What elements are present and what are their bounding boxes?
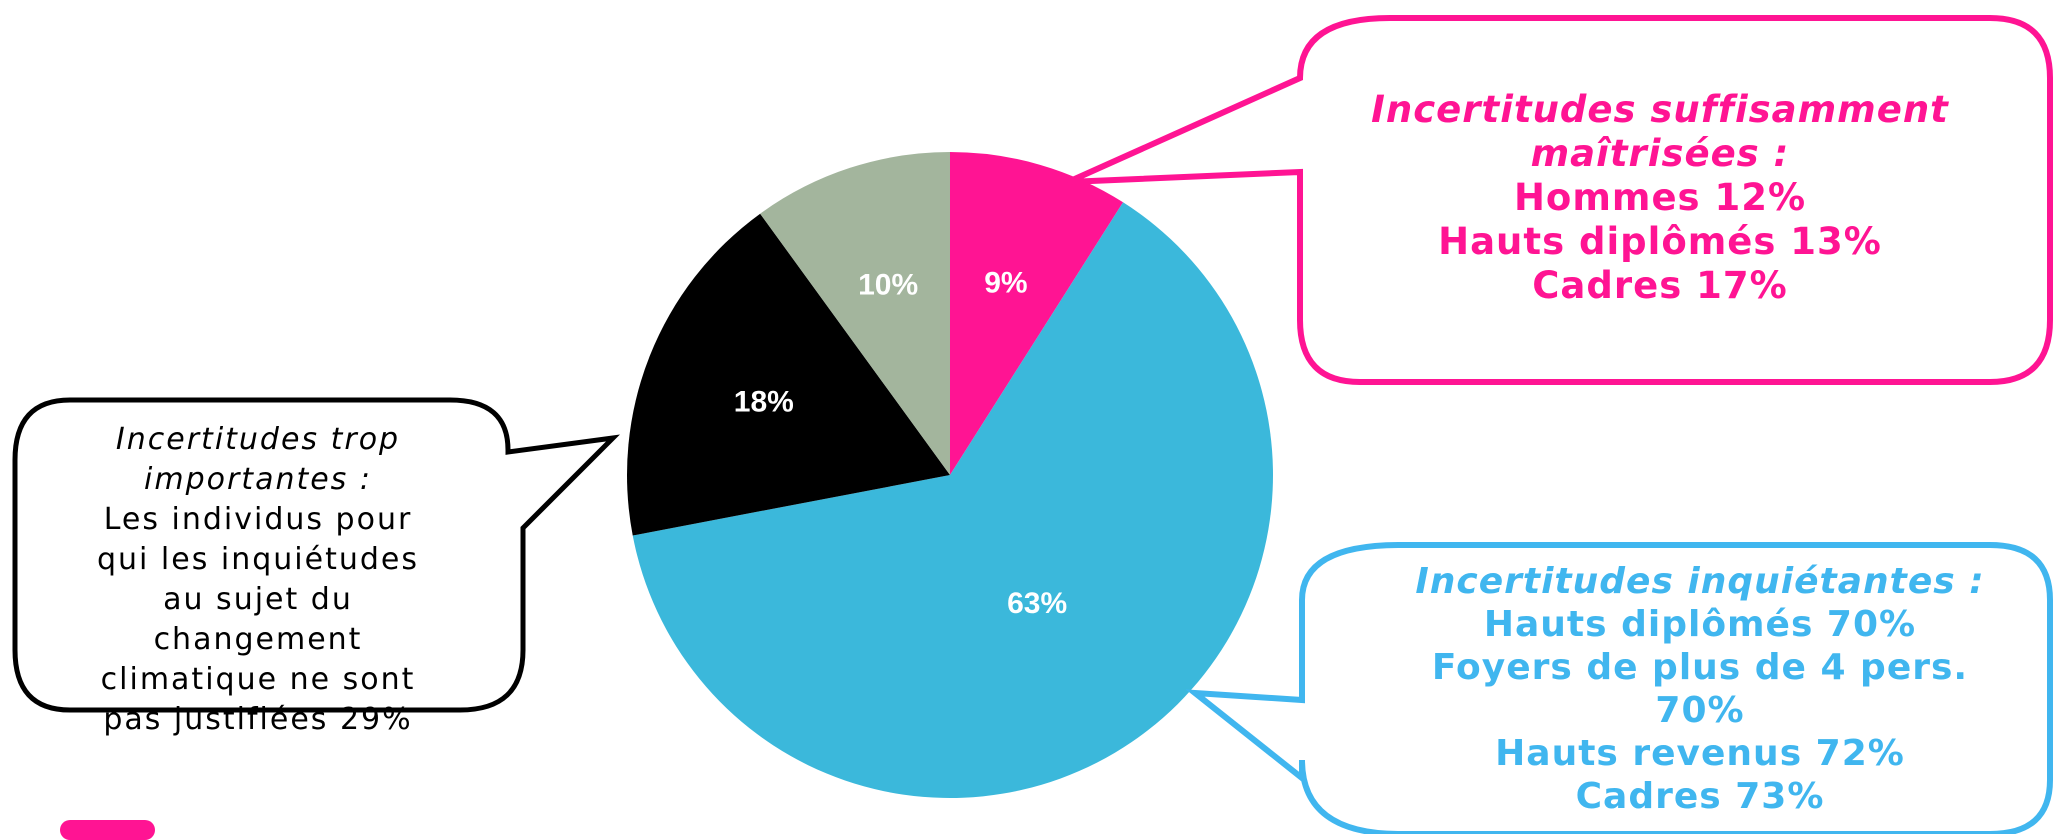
black-callout-line: pas justifiées 29% [103, 702, 413, 737]
blue-callout-line: 70% [1655, 690, 1745, 731]
pink-callout-line: Cadres 17% [1532, 264, 1788, 307]
pie-slice-label: 63% [1007, 587, 1067, 620]
black-callout-line: climatique ne sont [100, 662, 416, 697]
pie-slice [632, 202, 1273, 799]
pink-callout-bubble [1066, 15, 2053, 385]
legend-swatch [60, 820, 155, 840]
black-callout-title-1: Incertitudes trop [115, 422, 401, 457]
black-callout-line: au sujet du [163, 582, 353, 617]
black-callout-title-2: importantes : [144, 462, 372, 497]
black-callout-line: changement [153, 622, 363, 657]
pink-callout-line: Hauts diplômés 13% [1438, 220, 1882, 263]
blue-callout-line: Foyers de plus de 4 pers. [1431, 647, 1969, 688]
black-callout-line: Les individus pour [103, 502, 413, 537]
pie-slice-label: 18% [734, 385, 794, 418]
pink-callout-text: Incertitudes suffisamment maîtrisées : H… [1320, 88, 2000, 308]
blue-callout-text: Incertitudes inquiétantes : Hauts diplôm… [1350, 560, 2050, 818]
black-callout-bubble [12, 397, 620, 713]
pie-chart: 9% 63% 18% 10% [626, 152, 1273, 799]
pie-slice [950, 152, 1124, 475]
pink-callout-line: Hommes 12% [1513, 176, 1807, 219]
pie-slice [626, 213, 950, 536]
pie-slice [760, 152, 950, 475]
pie-slice-label: 10% [858, 269, 918, 302]
black-callout-text: Incertitudes trop importantes : Les indi… [28, 420, 488, 740]
black-callout-line: qui les inquiétudes [97, 542, 419, 577]
blue-callout-line: Hauts diplômés 70% [1483, 604, 1917, 645]
blue-callout-line: Hauts revenus 72% [1495, 733, 1905, 774]
pie-slice-label: 9% [984, 267, 1027, 300]
blue-callout-title: Incertitudes inquiétantes : [1415, 561, 1985, 602]
pink-callout-title-1: Incertitudes suffisamment [1371, 88, 1949, 131]
pink-callout-title-2: maîtrisées : [1530, 132, 1790, 175]
blue-callout-line: Cadres 73% [1575, 776, 1825, 817]
